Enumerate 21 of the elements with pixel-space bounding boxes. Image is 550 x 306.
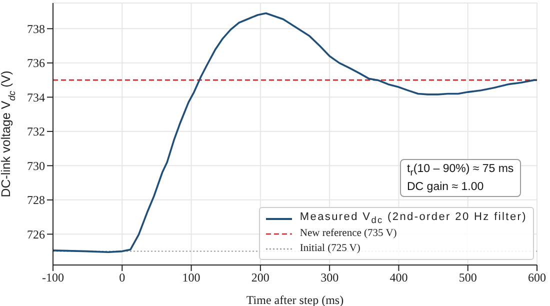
y-tick-label: 728 [27,193,45,208]
y-tick-label: 738 [27,22,45,36]
annotation: DC gain ≈ 1.00 [407,180,485,194]
y-tick-label: 732 [27,124,45,139]
x-tick-label: 200 [251,270,270,285]
legend-label: New reference (735 V) [300,228,397,239]
y-tick-label: 736 [27,56,45,70]
x-tick-label: 400 [390,270,408,285]
x-tick-label: 300 [320,270,339,285]
y-tick-label: 726 [27,227,45,242]
y-tick-label: 734 [27,90,45,104]
ref-line-label: Initial (725 V) [300,243,360,254]
x-tick-label: -100 [42,270,64,285]
legend-label: Measured V$_{dc}$ (2nd-order 20 Hz filter) [300,211,527,226]
x-tick-label: 100 [182,270,200,285]
y-tick-label: 730 [27,158,45,173]
line-series [53,12,537,254]
x-tick-label: 600 [528,270,546,285]
x-tick-label: 500 [458,270,477,285]
x-tick-label: 0 [119,270,126,285]
annotation: t$_{r}$(10 – 90%) ≈ 75 ms [407,162,514,180]
